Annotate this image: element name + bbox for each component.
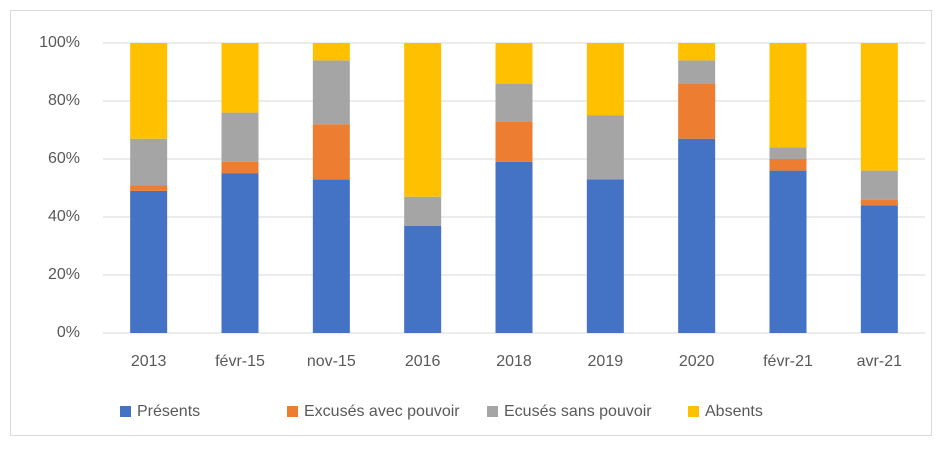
legend-label: Présents: [137, 403, 200, 420]
legend-label: Absents: [705, 403, 763, 420]
y-tick-label: 60%: [48, 150, 80, 167]
y-tick-label: 100%: [39, 34, 80, 51]
legend-swatch: [287, 406, 298, 417]
legend-swatch: [487, 406, 498, 417]
bar-segment: [678, 43, 716, 61]
bar-segment: [130, 43, 168, 139]
bar-segment: [586, 115, 624, 180]
bar-segment: [404, 43, 442, 197]
y-tick-label: 40%: [48, 208, 80, 225]
y-tick-label: 20%: [48, 266, 80, 283]
bar-segment: [678, 60, 716, 84]
x-tick-label: févr-15: [215, 353, 265, 370]
x-tick-label: 2013: [131, 353, 167, 370]
bar-segment: [586, 43, 624, 116]
bar-segment: [495, 83, 533, 122]
legend-label: Excusés avec pouvoir: [304, 403, 460, 420]
y-tick-label: 80%: [48, 92, 80, 109]
bar-segment: [130, 138, 168, 186]
x-tick-label: 2019: [588, 353, 624, 370]
legend-label: Ecusés sans pouvoir: [504, 403, 652, 420]
bar-segment: [769, 159, 807, 171]
x-tick-label: févr-21: [763, 353, 813, 370]
bar-segment: [860, 170, 898, 200]
bar-segment: [860, 199, 898, 206]
x-tick-label: 2020: [679, 353, 715, 370]
bar-segment: [678, 138, 716, 333]
bar-segment: [769, 170, 807, 333]
bar-segment: [312, 60, 350, 125]
x-tick-label: 2016: [405, 353, 441, 370]
bar-segment: [221, 161, 259, 174]
bar-segment: [404, 225, 442, 333]
x-tick-label: 2018: [496, 353, 532, 370]
bar-segment: [312, 179, 350, 333]
bar-segment: [130, 185, 168, 191]
bar-segment: [586, 179, 624, 333]
bar-segment: [221, 112, 259, 162]
bar-segment: [221, 43, 259, 113]
bar-segment: [495, 121, 533, 162]
legend-swatch: [688, 406, 699, 417]
bar-segment: [312, 43, 350, 61]
legend-swatch: [120, 406, 131, 417]
bar-segment: [130, 190, 168, 333]
y-tick-label: 0%: [57, 324, 80, 341]
x-tick-label: avr-21: [857, 353, 902, 370]
bar-segment: [312, 124, 350, 180]
bar-segment: [404, 196, 442, 226]
bar-segment: [860, 43, 898, 171]
x-tick-label: nov-15: [307, 353, 356, 370]
bar-segment: [769, 43, 807, 148]
bar-segment: [495, 161, 533, 333]
bar-segment: [678, 83, 716, 139]
bar-segment: [221, 173, 259, 333]
bar-segment: [860, 205, 898, 333]
bar-segment: [769, 147, 807, 159]
bar-segment: [495, 43, 533, 84]
